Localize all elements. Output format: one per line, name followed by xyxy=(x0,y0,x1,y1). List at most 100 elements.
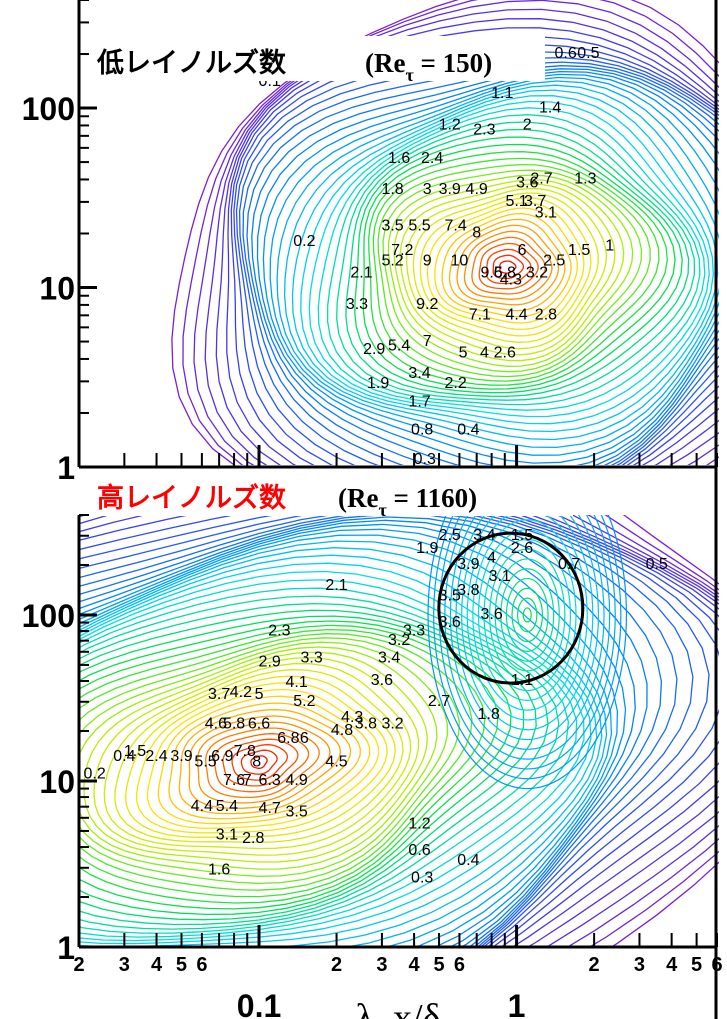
low-re-title-text: 低レイノルズ数 xyxy=(96,47,287,79)
contour-label: 4.1 xyxy=(286,674,308,691)
contour-label: 3.9 xyxy=(439,181,461,198)
contour-line xyxy=(79,641,448,877)
contour-label: 5.5 xyxy=(408,217,430,234)
contour-label: 0.4 xyxy=(113,748,135,765)
contour-line xyxy=(79,624,499,904)
x-minor-tick-label: 6 xyxy=(196,954,207,976)
x-minor-tick-label: 2 xyxy=(331,954,342,976)
contour-line xyxy=(377,163,651,378)
contour-line xyxy=(242,61,719,465)
contour-line xyxy=(399,183,616,356)
contour-line xyxy=(79,646,438,870)
low-re-title-subscript: τ xyxy=(405,65,414,85)
contour-label: 3.3 xyxy=(346,296,368,313)
contour-line xyxy=(79,562,592,945)
high-re-title: 高レイノルズ数 (Reτ = 1160) xyxy=(93,478,573,520)
contour-label: 7 xyxy=(243,772,252,789)
contour-label: 1.2 xyxy=(408,815,430,832)
x-minor-tick-label: 4 xyxy=(666,954,678,976)
contour-label: 2.3 xyxy=(473,122,495,139)
x-minor-tick-label: 5 xyxy=(176,954,187,976)
contour-label: 7 xyxy=(423,333,432,350)
contour-label: 2 xyxy=(523,117,532,134)
contour-line xyxy=(478,242,539,290)
contour-line xyxy=(182,0,719,465)
contour-line xyxy=(463,230,553,300)
contour-label: 3.1 xyxy=(216,827,238,844)
contour-label: 7.4 xyxy=(445,217,467,234)
contour-line xyxy=(412,192,599,343)
contour-label: 3.6 xyxy=(480,606,502,623)
contour-line xyxy=(146,688,380,829)
contour-line xyxy=(230,35,719,465)
contour-label: 7.8 xyxy=(234,743,256,760)
contour-label: 2.7 xyxy=(428,693,450,710)
contour-line xyxy=(83,651,428,863)
contour-line xyxy=(283,84,719,441)
contour-label: 4.2 xyxy=(230,684,252,701)
contour-line xyxy=(171,0,719,465)
contour-line xyxy=(433,515,622,780)
contour-line xyxy=(79,534,613,947)
contour-line xyxy=(492,254,525,280)
contour-line xyxy=(79,628,486,898)
contour-label: 3 xyxy=(423,181,432,198)
contour-line xyxy=(168,702,361,820)
high-re-contour-lines xyxy=(79,515,719,947)
contour-line xyxy=(483,538,572,692)
contour-line xyxy=(79,540,608,947)
x-major-tick-label: 0.1 xyxy=(237,988,281,1019)
contour-line xyxy=(382,169,643,373)
contour-label: 3.7 xyxy=(524,193,546,210)
contour-line xyxy=(449,515,605,750)
contour-line xyxy=(471,236,546,295)
contour-label: 3.3 xyxy=(300,649,322,666)
contour-label: 2.4 xyxy=(421,150,443,167)
contour-line xyxy=(485,248,532,285)
contour-label: 2.9 xyxy=(363,341,385,358)
contour-label: 4.4 xyxy=(505,307,527,324)
contour-label: 4.9 xyxy=(466,181,488,198)
contour-label: 3.4 xyxy=(378,649,400,666)
contour-label: 6.9 xyxy=(211,748,233,765)
contour-label: 6 xyxy=(300,730,309,747)
contour-line xyxy=(250,755,268,769)
contour-label: 1 xyxy=(605,237,614,254)
contour-label: 2.1 xyxy=(325,577,347,594)
contour-line xyxy=(354,136,683,394)
contour-label: 4.5 xyxy=(325,753,347,770)
contour-line xyxy=(79,620,512,910)
contour-label: 5.4 xyxy=(388,338,410,355)
contour-line xyxy=(79,519,636,947)
contour-line xyxy=(522,607,532,623)
contour-label: 3.6 xyxy=(371,672,393,689)
contour-label: 5 xyxy=(459,345,468,362)
contour-label: 0.2 xyxy=(84,765,106,782)
contour-label: 0.4 xyxy=(457,422,479,439)
high-re-title-re-label: (Re xyxy=(338,483,378,513)
contour-line xyxy=(505,577,549,652)
contour-label: 3.4 xyxy=(408,365,430,382)
contour-label: 1.5 xyxy=(511,527,533,544)
contour-line xyxy=(103,663,412,850)
contour-line xyxy=(79,587,570,934)
contour-label: 6.6 xyxy=(248,715,270,732)
contour-label: 4.9 xyxy=(286,772,308,789)
contour-label: 3.2 xyxy=(526,265,548,282)
highlight-circle xyxy=(437,531,585,685)
high-re-axes: 1101002345623456234560.11 xyxy=(22,514,723,1019)
high-re-title-value: = 1160) xyxy=(387,483,477,513)
contour-line xyxy=(317,107,706,411)
x-axis-label: λ_x/δ xyxy=(356,997,441,1019)
contour-label: 9.2 xyxy=(416,296,438,313)
contour-line xyxy=(494,558,560,672)
contour-label: 1.4 xyxy=(539,99,561,116)
x-minor-tick-label: 6 xyxy=(454,954,465,976)
contour-line xyxy=(231,744,289,781)
contour-line xyxy=(124,675,396,838)
contour-line xyxy=(372,157,660,382)
contour-label: 1.9 xyxy=(367,375,389,392)
high-re-title-bg xyxy=(93,478,573,516)
contour-label: 3.8 xyxy=(457,582,479,599)
contour-label: 7.2 xyxy=(391,242,413,259)
